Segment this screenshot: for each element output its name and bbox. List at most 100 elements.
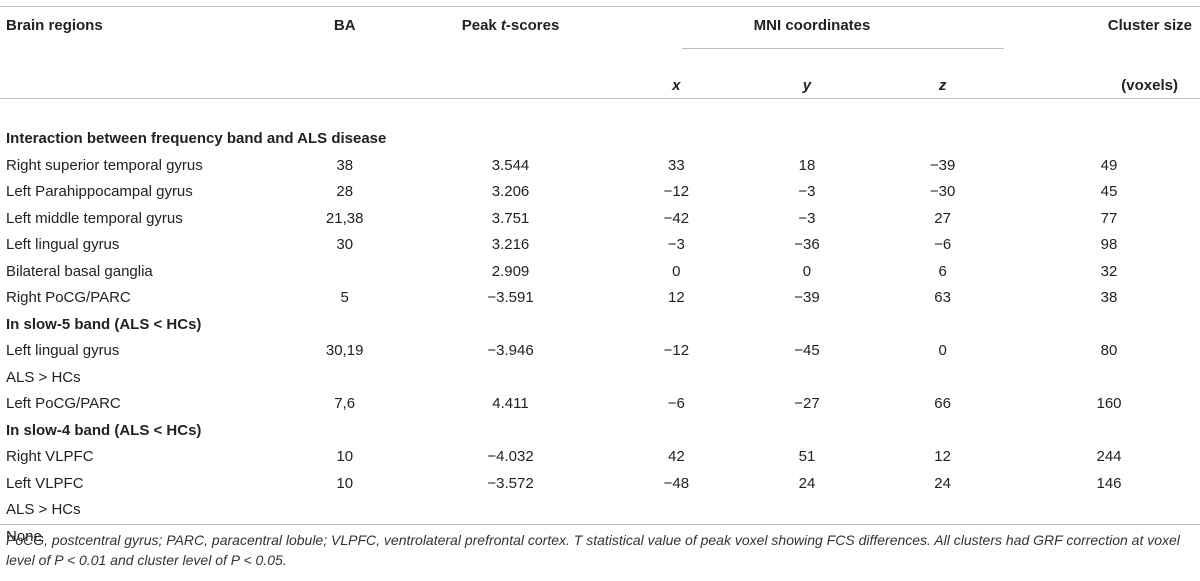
cell-x: −3 [667, 236, 685, 253]
subheading-row: None [0, 524, 1200, 551]
table-row: Left middle temporal gyrus 21,38 3.751 −42 −… [0, 206, 1200, 233]
header-row-2: x y z (voxels) [0, 64, 1200, 126]
cell-region: Right PoCG/PARC [6, 289, 131, 306]
cell-cluster-size: 45 [1100, 183, 1118, 200]
table-footnote: PoCG, postcentral gyrus; PARC, paracentr… [6, 532, 1180, 568]
cell-x: 0 [672, 262, 681, 280]
cell-x: −12 [663, 342, 690, 359]
cell-y: −39 [794, 289, 820, 306]
cell-cluster-size: 77 [1100, 209, 1118, 227]
cell-y: 18 [798, 156, 816, 174]
subheading-label: ALS > HCs [6, 368, 81, 386]
cell-cluster-size: 32 [1100, 262, 1118, 280]
section-label: Interaction between frequency band and A… [6, 130, 387, 147]
mni-header-rule [682, 48, 1004, 49]
table-row: Left lingual gyrus 30 3.216 −3 −36 −6 98 [0, 232, 1200, 259]
section-row: In slow-4 band (ALS < HCs) [0, 418, 1200, 445]
cell-y: −3 [798, 209, 816, 227]
cell-peak-t: −3.946 [487, 342, 534, 359]
header-voxels: (voxels) [1121, 77, 1178, 94]
cell-y: −45 [794, 342, 820, 359]
header-peak-t-scores: Peak t-scores [415, 0, 606, 64]
table-row: Right VLPFC 10 −4.032 42 51 12 244 [0, 444, 1200, 471]
table-row: Left PoCG/PARC 7,6 4.411 −6 −27 66 160 [0, 391, 1200, 418]
cell-peak-t: −4.032 [487, 448, 534, 465]
cell-cluster-size: 38 [1100, 289, 1118, 306]
cell-y: −27 [794, 395, 820, 412]
cell-peak-t: 3.544 [491, 156, 530, 174]
cell-y: 0 [802, 262, 812, 280]
section-label: In slow-4 band (ALS < HCs) [6, 421, 202, 439]
cell-region: Left VLPFC [6, 474, 84, 492]
cell-region: Left PoCG/PARC [6, 395, 121, 412]
cell-y: 24 [798, 474, 816, 492]
cell-ba: 5 [340, 289, 349, 306]
cell-ba: 28 [336, 183, 354, 200]
cell-ba: 7,6 [334, 395, 356, 412]
header-mni-coordinates: MNI coordinates [753, 17, 871, 34]
cell-ba: 38 [336, 156, 354, 174]
cell-region: Left lingual gyrus [6, 342, 120, 359]
cell-region: Left middle temporal gyrus [6, 209, 183, 227]
cell-z: −39 [929, 156, 956, 174]
cell-ba: 10 [336, 448, 354, 465]
cell-z: 6 [938, 262, 947, 280]
cell-x: 42 [667, 448, 685, 465]
header-y: y [802, 77, 812, 94]
header-row-1: Brain regions BA Peak t-scores MNI coord… [0, 0, 1200, 64]
cell-region: Left Parahippocampal gyrus [6, 183, 193, 200]
cell-ba: 10 [336, 474, 354, 492]
header-brain-regions: Brain regions [6, 17, 103, 34]
cell-region: Left lingual gyrus [6, 236, 120, 253]
subheading-row: ALS > HCs [0, 497, 1200, 524]
cell-z: 12 [934, 448, 951, 465]
brain-regions-table: Brain regions BA Peak t-scores MNI coord… [0, 0, 1200, 550]
cell-ba [274, 259, 415, 286]
table-row: Bilateral basal ganglia 2.909 0 0 6 32 [0, 259, 1200, 286]
subheading-row: ALS > HCs [0, 365, 1200, 392]
table-row: Left VLPFC 10 −3.572 −48 24 24 146 [0, 471, 1200, 498]
section-label: In slow-5 band (ALS < HCs) [6, 315, 202, 333]
cell-region: Right VLPFC [6, 448, 94, 465]
header-z: z [938, 77, 947, 94]
header-peak-prefix: Peak [461, 17, 501, 34]
header-cluster-size: Cluster size [1107, 17, 1192, 34]
cell-x: 12 [667, 289, 685, 306]
cell-peak-t: −3.572 [487, 474, 534, 492]
section-row: In slow-5 band (ALS < HCs) [0, 312, 1200, 339]
cell-x: 33 [667, 156, 685, 174]
cell-peak-t: 3.206 [491, 183, 530, 200]
cell-z: 63 [934, 289, 951, 306]
header-x: x [672, 77, 681, 94]
cell-cluster-size: 98 [1100, 236, 1118, 253]
cell-x: −48 [663, 474, 690, 492]
cell-region: Bilateral basal ganglia [6, 262, 153, 280]
cell-ba: 30,19 [325, 342, 364, 359]
cell-cluster-size: 244 [1096, 448, 1122, 465]
cell-cluster-size: 49 [1100, 156, 1118, 174]
cell-x: −12 [663, 183, 690, 200]
cell-z: 24 [934, 474, 951, 492]
subheading-label: None [6, 527, 42, 545]
header-peak-suffix: -scores [505, 17, 560, 34]
cell-z: −6 [934, 236, 952, 253]
cell-y: −36 [794, 236, 820, 253]
table-header-rule [0, 98, 1200, 99]
subheading-label: ALS > HCs [6, 501, 81, 518]
cell-peak-t: −3.591 [487, 289, 534, 306]
cell-z: 27 [934, 209, 951, 227]
table-body: Interaction between frequency band and A… [0, 126, 1200, 550]
cell-ba: 21,38 [325, 209, 364, 227]
cell-z: 0 [938, 342, 947, 359]
cell-peak-t: 2.909 [491, 262, 530, 280]
header-ba: BA [333, 17, 356, 34]
cell-y: 51 [798, 448, 816, 465]
cell-y: −3 [798, 183, 816, 200]
header-peak-t: t [500, 17, 506, 34]
cell-z: −30 [929, 183, 956, 200]
cell-peak-t: 3.216 [491, 236, 530, 253]
table-bottom-rule [0, 524, 1200, 525]
table-row: Left lingual gyrus 30,19 −3.946 −12 −45 0 80 [0, 338, 1200, 365]
table-row: Left Parahippocampal gyrus 28 3.206 −12 −3 −3… [0, 179, 1200, 206]
